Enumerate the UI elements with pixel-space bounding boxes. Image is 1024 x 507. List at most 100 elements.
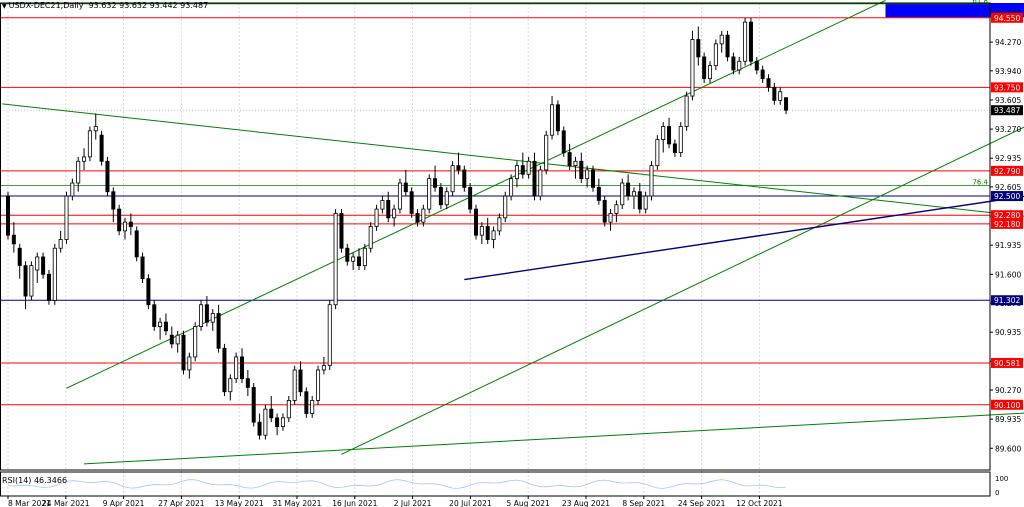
x-tick-label: 23 Aug 2021 xyxy=(562,499,610,507)
trendline xyxy=(341,126,1024,455)
candle-body xyxy=(333,213,338,306)
candle-body xyxy=(87,130,92,158)
candle-body xyxy=(23,265,28,297)
candle-body xyxy=(222,347,227,393)
candle-body xyxy=(702,56,707,80)
x-tick-label: 27 Apr 2021 xyxy=(158,499,205,507)
candle-body xyxy=(415,213,420,223)
rsi-label: RSI(14) 46.3466 xyxy=(2,476,68,485)
candle-body xyxy=(468,186,473,210)
current-price-label: 93.487 xyxy=(994,106,1020,115)
trendline xyxy=(66,0,886,389)
candle-body xyxy=(251,386,256,423)
candle-body xyxy=(661,126,666,140)
collapse-triangle-icon[interactable]: ▼ xyxy=(2,3,7,10)
x-tick-label: 12 Oct 2021 xyxy=(736,499,783,507)
candle-body xyxy=(696,39,701,58)
candle-body xyxy=(263,408,268,436)
candle-body xyxy=(374,208,379,227)
candle-body xyxy=(146,278,151,306)
candle-body xyxy=(713,43,718,67)
candle-body xyxy=(169,334,174,345)
y-tick-label: 92.935 xyxy=(995,154,1021,163)
candle-body xyxy=(140,256,145,280)
candle-body xyxy=(450,165,455,193)
candle-body xyxy=(234,356,239,380)
candle-body xyxy=(175,334,180,345)
main-panel-border xyxy=(0,2,991,471)
candle-body xyxy=(158,321,163,327)
candle-body xyxy=(298,369,303,393)
candle-body xyxy=(573,160,578,167)
candle-body xyxy=(362,247,367,267)
candle-body xyxy=(286,400,291,419)
candle-body xyxy=(579,160,584,180)
y-tick-label: 93.605 xyxy=(995,96,1021,105)
y-tick-label: 93.940 xyxy=(995,67,1021,76)
x-tick-label: 20 Jul 2021 xyxy=(449,499,492,507)
candle-body xyxy=(210,313,215,323)
candle-body xyxy=(544,134,549,171)
candle-body xyxy=(708,65,713,80)
x-tick-label: 31 May 2021 xyxy=(273,499,322,507)
candle-body xyxy=(731,56,736,71)
price-axis: 94.60594.27093.94093.60593.27092.93592.6… xyxy=(990,9,1023,453)
supply-zone-box xyxy=(885,3,1024,18)
candle-body xyxy=(310,400,315,414)
candle-body xyxy=(672,143,677,153)
candle-body xyxy=(485,226,490,240)
candle-body xyxy=(427,178,432,210)
price-tag xyxy=(991,218,1023,229)
candle-body xyxy=(784,97,789,111)
candle-body xyxy=(754,60,759,71)
candle-body xyxy=(433,178,438,188)
candle-body xyxy=(743,21,748,62)
price-tag-label: 94.550 xyxy=(994,14,1020,23)
candle-body xyxy=(70,182,75,197)
candle-body xyxy=(772,86,777,101)
candle-body xyxy=(99,134,104,162)
x-tick-label: 24 Mar 2021 xyxy=(42,499,90,507)
timeframe: Daily xyxy=(63,1,84,10)
candle-body xyxy=(163,321,168,332)
rsi-level-label: 0 xyxy=(995,489,999,497)
candle-body xyxy=(509,178,514,197)
chart-grid xyxy=(7,3,760,496)
candle-body xyxy=(321,365,326,371)
candle-body xyxy=(52,247,57,301)
candle-body xyxy=(631,191,636,197)
candle-body xyxy=(41,256,46,275)
price-tag xyxy=(991,165,1023,176)
candle-body xyxy=(778,91,783,101)
candle-body xyxy=(725,34,730,58)
price-tag-label: 92.500 xyxy=(994,192,1020,201)
chart-frame xyxy=(0,2,991,497)
price-tag xyxy=(991,82,1023,93)
y-tick-label: 89.935 xyxy=(995,415,1021,424)
candle-body xyxy=(591,169,596,188)
rsi-level-label: 100 xyxy=(995,475,1008,483)
y-tick-label: 92.605 xyxy=(995,183,1021,192)
candle-body xyxy=(655,139,660,167)
y-tick-label: 93.270 xyxy=(995,125,1021,134)
candle-body xyxy=(526,160,531,175)
price-tag-label: 92.280 xyxy=(994,211,1020,220)
candle-body xyxy=(520,165,525,175)
chart-title: ▼ USDX-DEC21,Daily 93.632 93.632 93.442 9… xyxy=(2,1,209,10)
candle-body xyxy=(216,313,221,349)
trendlines-layer xyxy=(2,0,1024,465)
candle-body xyxy=(204,304,209,323)
candle-body xyxy=(17,247,22,267)
x-tick-label: 5 Aug 2021 xyxy=(507,499,550,507)
price-tag xyxy=(991,357,1023,368)
candle-body xyxy=(567,152,572,167)
candle-body xyxy=(82,156,87,162)
ohlc-readout: 93.632 93.632 93.442 93.487 xyxy=(88,1,209,10)
price-tag-label: 93.750 xyxy=(994,83,1020,92)
candle-body xyxy=(76,160,81,184)
x-tick-label: 13 May 2021 xyxy=(215,499,264,507)
candle-body xyxy=(368,226,373,249)
trendline xyxy=(464,195,1024,281)
